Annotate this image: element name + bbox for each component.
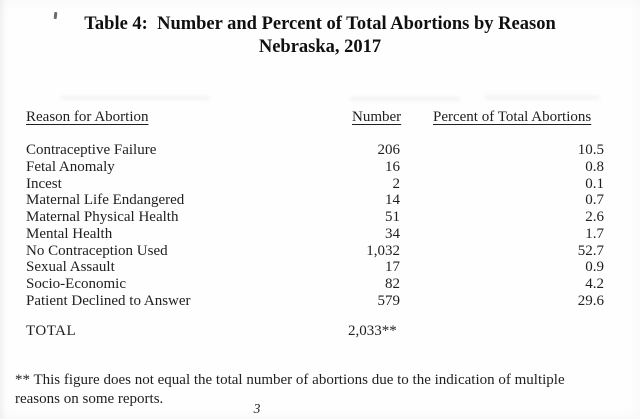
scan-edge-shading <box>0 0 6 419</box>
percent-cell: 4.2 <box>585 276 604 292</box>
percent-cell: 52.7 <box>577 242 604 259</box>
number-cell: 1,032 <box>366 242 400 259</box>
table-row: Maternal Life Endangered 14 0.7 <box>26 192 604 209</box>
table-row: Patient Declined to Answer 579 29.6 <box>26 293 604 310</box>
reason-cell: Sexual Assault <box>26 259 115 276</box>
number-cell: 14 <box>385 192 400 209</box>
total-label: TOTAL <box>26 323 77 339</box>
number-cell: 51 <box>385 209 400 225</box>
percent-cell: 2.6 <box>585 209 604 225</box>
reason-cell: Mental Health <box>26 225 113 242</box>
table-body: Contraceptive Failure 206 10.5 Fetal Ano… <box>26 142 604 310</box>
table-row: Sexual Assault 17 0.9 <box>26 259 604 276</box>
number-cell: 206 <box>377 142 401 158</box>
percent-cell: 0.1 <box>585 175 604 192</box>
percent-cell: 29.6 <box>577 292 604 309</box>
table-row: Socio-Economic 82 4.2 <box>26 276 604 293</box>
table-row: Incest 2 0.1 <box>26 176 604 193</box>
number-cell: 16 <box>385 158 400 175</box>
footnote-line1: ** This figure does not equal the total … <box>15 372 565 388</box>
table-row: No Contraception Used 1,032 52.7 <box>26 243 604 260</box>
scan-smudge <box>60 96 210 100</box>
reason-cell: Maternal Life Endangered <box>26 192 185 209</box>
column-header-percent: Percent of Total Abortions <box>433 109 592 125</box>
number-cell: 17 <box>385 259 400 276</box>
percent-cell: 0.7 <box>585 192 604 209</box>
percent-cell: 10.5 <box>577 142 604 158</box>
column-header-number: Number <box>352 109 402 125</box>
number-cell: 2 <box>392 175 401 192</box>
table-row: Fetal Anomaly 16 0.8 <box>26 159 604 176</box>
page-number: 3 <box>253 401 261 416</box>
reason-cell: Socio-Economic <box>26 276 126 292</box>
reason-cell: No Contraception Used <box>26 242 168 259</box>
total-value: 2,033** <box>348 323 397 339</box>
number-cell: 34 <box>385 225 400 242</box>
footnote-line2: reasons on some reports. <box>15 390 164 407</box>
reason-cell: Incest <box>26 175 62 192</box>
scan-smudge <box>350 97 460 101</box>
table-title-line2: Nebraska, 2017 <box>258 37 382 57</box>
reason-cell: Contraceptive Failure <box>26 142 157 158</box>
table-title: Table 4: Number and Percent of Total Abo… <box>0 13 640 59</box>
table-row: Maternal Physical Health 51 2.6 <box>26 209 604 226</box>
percent-cell: 1.7 <box>585 225 604 242</box>
reason-cell: Maternal Physical Health <box>26 209 179 225</box>
reason-cell: Fetal Anomaly <box>26 158 115 175</box>
table-row: Contraceptive Failure 206 10.5 <box>26 142 604 159</box>
table-title-line1: Table 4: Number and Percent of Total Abo… <box>84 14 556 34</box>
percent-cell: 0.8 <box>585 158 604 175</box>
scan-smudge <box>485 95 600 100</box>
number-cell: 579 <box>377 292 401 309</box>
footnote: ** This figure does not equal the total … <box>15 371 590 408</box>
number-cell: 82 <box>385 276 400 292</box>
table-row: Mental Health 34 1.7 <box>26 226 604 243</box>
reason-cell: Patient Declined to Answer <box>26 292 191 309</box>
percent-cell: 0.9 <box>585 259 604 276</box>
column-header-reason: Reason for Abortion <box>26 109 149 125</box>
